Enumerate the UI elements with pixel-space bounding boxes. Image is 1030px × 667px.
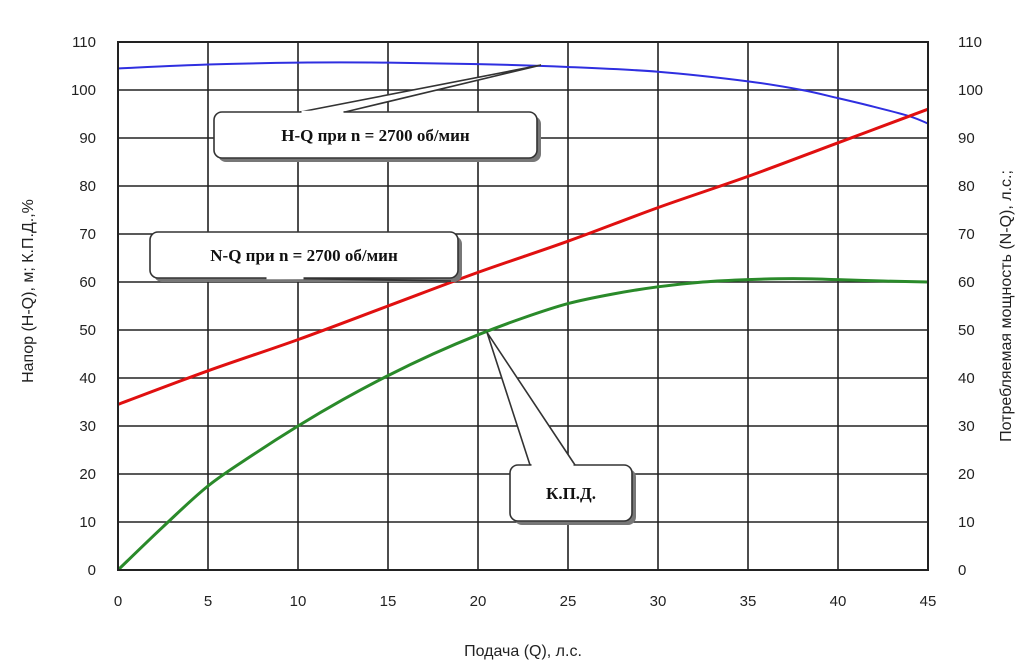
- y-axis-right-title: Потребляемая мощность (N-Q), л.с.;: [998, 170, 1015, 442]
- y-right-tick-label: 100: [958, 82, 983, 99]
- y-left-tick-label: 80: [79, 178, 96, 195]
- x-tick-label: 20: [470, 593, 487, 610]
- series-line-2: [117, 107, 929, 406]
- x-axis-title: Подача (Q), л.с.: [464, 643, 582, 660]
- callout-label: N-Q при n = 2700 об/мин: [210, 246, 398, 265]
- y-left-tick-label: 30: [79, 418, 96, 435]
- y-left-tick-label: 100: [71, 82, 96, 99]
- y-right-tick-label: 10: [958, 514, 975, 531]
- x-tick-label: 45: [920, 593, 937, 610]
- x-tick-label: 0: [114, 593, 122, 610]
- callout-label: К.П.Д.: [546, 484, 596, 503]
- y-right-tick-label: 70: [958, 226, 975, 243]
- x-tick-label: 25: [560, 593, 577, 610]
- tick-labels: 0 5 10 15 20 25 30 35 40 450102030405060708090100…: [71, 34, 983, 610]
- y-left-tick-label: 40: [79, 370, 96, 387]
- x-tick-label: 15: [380, 593, 397, 610]
- series-line-1: [117, 61, 929, 125]
- x-tick-label: 5: [204, 593, 212, 610]
- series-line-3: [116, 277, 929, 572]
- y-left-tick-label: 60: [79, 274, 96, 291]
- y-axis-left-title: Напор (H-Q), м; К.П.Д.,%: [20, 199, 37, 383]
- x-tick-label: 10: [290, 593, 307, 610]
- y-right-tick-label: 50: [958, 322, 975, 339]
- callouts: H-Q при n = 2700 об/мин N-Q при n = 2700 …: [149, 64, 636, 525]
- x-tick-label: 35: [740, 593, 757, 610]
- y-left-tick-label: 20: [79, 466, 96, 483]
- y-left-tick-label: 110: [72, 34, 96, 51]
- x-tick-label: 30: [650, 593, 667, 610]
- y-left-tick-label: 90: [79, 130, 96, 147]
- y-right-tick-label: 110: [958, 34, 982, 51]
- plot-frame: [117, 41, 929, 571]
- y-right-tick-label: 60: [958, 274, 975, 291]
- y-right-tick-label: 40: [958, 370, 975, 387]
- x-tick-label: 40: [830, 593, 847, 610]
- callout-box: [213, 111, 538, 159]
- callout-label: H-Q при n = 2700 об/мин: [281, 126, 470, 145]
- callout-pointer: [486, 331, 577, 466]
- callout-3: К.П.Д.: [486, 331, 636, 525]
- callout-pointer: [299, 64, 542, 113]
- y-right-tick-label: 90: [958, 130, 975, 147]
- y-left-tick-label: 10: [79, 514, 96, 531]
- y-right-tick-label: 30: [958, 418, 975, 435]
- y-right-tick-label: 20: [958, 466, 975, 483]
- callout-1: H-Q при n = 2700 об/мин: [213, 64, 542, 162]
- y-left-tick-label: 50: [79, 322, 96, 339]
- y-right-tick-label: 80: [958, 178, 975, 195]
- y-left-tick-label: 70: [79, 226, 96, 243]
- callout-2: N-Q при n = 2700 об/мин: [149, 231, 462, 282]
- y-right-tick-label: 0: [958, 562, 966, 579]
- y-left-tick-label: 0: [88, 562, 96, 579]
- series-lines: [116, 61, 929, 572]
- callout-box: [149, 231, 459, 279]
